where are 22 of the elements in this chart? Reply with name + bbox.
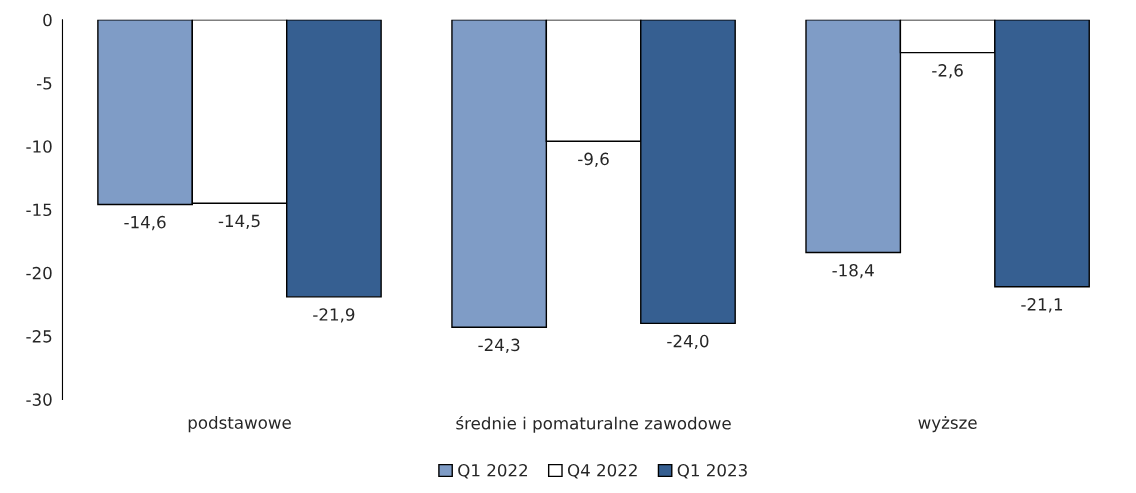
data-label: -21,9 [313, 308, 355, 323]
y-tick-label: 0 [43, 13, 52, 27]
y-tick-label: -15 [26, 203, 52, 217]
data-label: -14,5 [218, 214, 260, 229]
legend-label: Q1 2022 [458, 463, 527, 479]
x-tick-label: wyższe [918, 416, 977, 433]
data-label: -2,6 [932, 64, 963, 79]
x-tick-label: średnie i pomaturalne zawodowe [456, 416, 731, 433]
y-tick-label: -5 [36, 77, 52, 90]
x-tick-label: podstawowe [188, 416, 291, 433]
legend-label: Q1 2023 [677, 463, 747, 479]
y-tick-label: -25 [26, 330, 52, 343]
data-label: -24,0 [667, 334, 709, 350]
data-label: -14,6 [124, 215, 166, 231]
y-tick-label: -10 [26, 140, 52, 153]
data-label: -24,3 [478, 338, 520, 353]
y-tick-label: -20 [26, 266, 52, 280]
data-label: -18,4 [832, 263, 874, 279]
data-label: -9,6 [578, 152, 609, 167]
y-tick-label: -30 [26, 393, 52, 406]
legend-label: Q4 2022 [567, 463, 637, 479]
data-label: -21,1 [1021, 298, 1063, 313]
